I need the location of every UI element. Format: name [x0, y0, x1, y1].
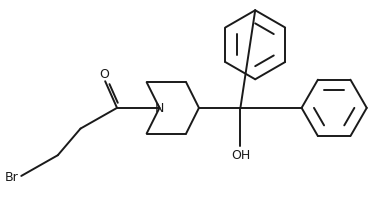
Text: Br: Br [5, 171, 18, 183]
Text: N: N [155, 102, 164, 115]
Text: OH: OH [231, 149, 250, 162]
Text: O: O [99, 68, 109, 81]
